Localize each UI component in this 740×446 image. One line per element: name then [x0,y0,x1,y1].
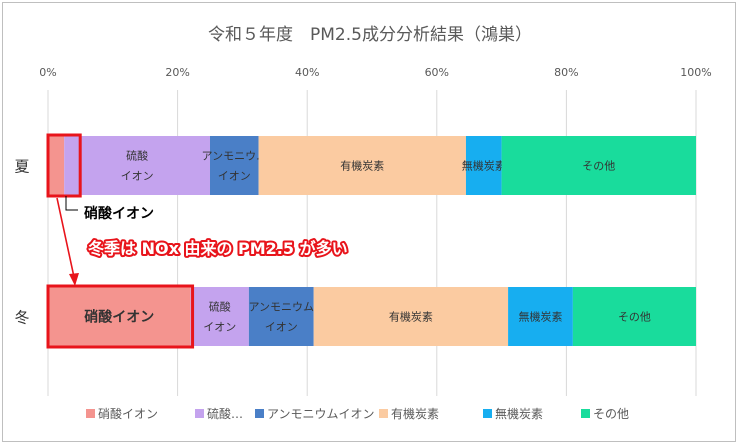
bar-data-label: 無機炭素 [518,309,562,323]
x-tick-label: 40% [295,66,319,79]
x-tick-label: 60% [425,66,449,79]
legend-label: 硝酸イオン [98,406,158,421]
category-labels: 夏冬 [14,158,29,327]
chart-frame [2,2,736,442]
bar-segment [572,287,696,346]
bar-data-label: イオン [203,320,236,333]
bar-segment [465,136,502,195]
arrow-head [69,273,79,286]
bar-data-label: 硝酸イオン [84,309,154,326]
legend: 硝酸イオン 硫酸… アンモニウムイオン 有機炭素 無機炭素 その他 [86,406,629,421]
legend-swatch [379,409,388,418]
winter-highlight-box [46,284,195,349]
legend-swatch [255,409,264,418]
chart-title: 令和５年度 PM2.5成分分析結果（鴻巣） [208,25,532,45]
x-axis-ticks: 0% 20% 40% 60% 80% 100% [39,66,711,79]
bar-data-label: アンモニウム [202,149,268,162]
bar-data-label: イオン [218,169,251,182]
bar-data-label: 有機炭素 [340,158,384,172]
x-tick-label: 100% [680,66,711,79]
summer-highlight-box [46,133,82,198]
bar-segment [190,287,249,346]
bar-data-label: 有機炭素 [389,309,433,323]
bar-data-label: 硫酸 [126,148,148,162]
bar-data-label: 硫酸 [209,299,231,313]
legend-label: 有機炭素 [391,406,439,421]
category-label: 夏 [14,158,29,176]
bar-data-label: 無機炭素 [462,158,506,172]
bar-segment [313,287,509,346]
bar-data-label: その他 [582,159,615,172]
x-tick-label: 20% [165,66,189,79]
legend-label: アンモニウムイオン [267,407,375,421]
callout-leader-line [65,196,78,211]
legend-label: その他 [593,407,629,421]
bar-segment [501,136,696,195]
bar-data-label: イオン [121,169,154,182]
headline-annotation: 冬季は NOx 由来の PM2.5 が多い [88,239,348,258]
bar-data-label: アンモニウム [248,300,314,313]
arrow-line [56,197,75,278]
category-label: 冬 [14,309,29,327]
x-tick-label: 0% [39,66,56,79]
legend-label: 無機炭素 [495,406,543,421]
bar-data-label: その他 [618,310,651,323]
legend-swatch [195,409,204,418]
bar-segment [48,287,191,346]
legend-swatch [581,409,590,418]
bar-segment [248,287,314,346]
bar-segment [508,287,573,346]
x-tick-label: 80% [554,66,578,79]
bar-segment [258,136,466,195]
bar-segment [48,136,65,195]
legend-swatch [86,409,95,418]
callout-label: 硝酸イオン [84,205,154,222]
legend-swatch [483,409,492,418]
legend-label: 硫酸… [207,406,243,421]
bar-segment [64,136,210,195]
bar-segment [210,136,259,195]
bar-data-label: イオン [265,320,298,333]
